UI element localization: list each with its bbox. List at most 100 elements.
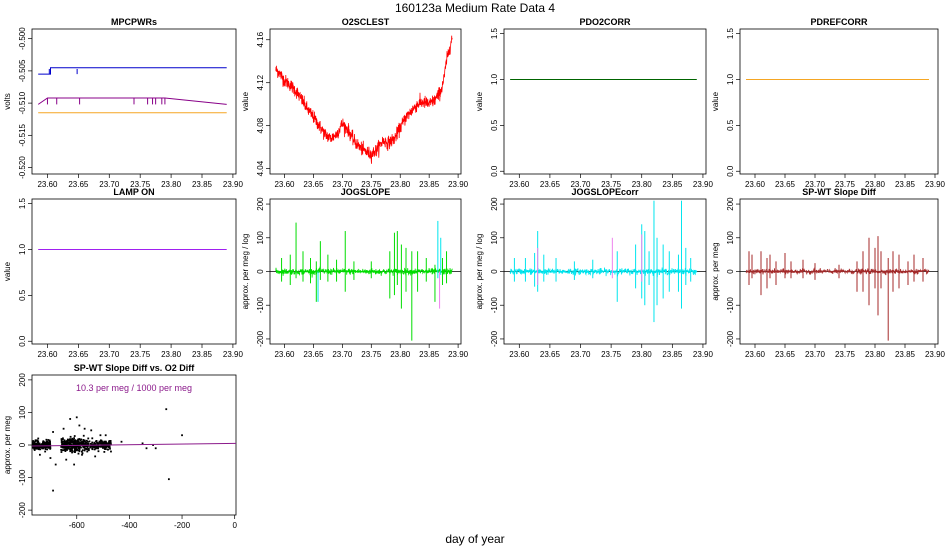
scatter-point (63, 446, 65, 448)
x-tick-label: 23.60 (274, 350, 295, 359)
y-tick-label: 0.5 (726, 119, 735, 131)
x-tick-label: 23.90 (693, 180, 714, 189)
scatter-point (79, 439, 82, 442)
scatter-point (120, 440, 123, 443)
scatter-point (65, 443, 68, 446)
scatter-point (102, 447, 104, 449)
y-tick-label: 0.0 (18, 335, 27, 347)
scatter-point (97, 447, 100, 450)
scatter-point (71, 449, 73, 452)
scatter-point (45, 440, 48, 443)
scatter-point (105, 448, 107, 450)
y-tick-label: -100 (256, 297, 265, 314)
scatter-point (36, 440, 39, 443)
scatter-point (47, 446, 50, 449)
y-tick-label: 100 (18, 405, 27, 419)
x-tick-label: 23.65 (540, 350, 561, 359)
scatter-point (109, 440, 112, 443)
scatter-point (38, 453, 41, 456)
x-tick-label: 23.85 (895, 350, 916, 359)
scatter-point (71, 437, 74, 440)
y-tick-label: -0.500 (18, 27, 27, 50)
scatter-point (76, 442, 79, 444)
x-tick-label: 23.80 (865, 180, 886, 189)
scatter-point (52, 431, 54, 433)
scatter-point (181, 434, 183, 437)
plot-frame (739, 28, 939, 175)
y-tick-label: 200 (18, 373, 27, 387)
scatter-point (70, 448, 73, 451)
y-tick-label: 0.0 (490, 165, 499, 177)
scatter-point (60, 451, 63, 453)
x-tick-label: 23.85 (192, 180, 213, 189)
x-tick-label: 23.65 (68, 350, 89, 359)
x-tick-label: 23.85 (662, 350, 683, 359)
scatter-point (91, 448, 94, 451)
x-tick-label: 23.80 (161, 180, 182, 189)
scatter-point (105, 446, 108, 448)
scatter-point (68, 439, 71, 441)
x-tick-label: -600 (69, 521, 86, 530)
scatter-point (61, 449, 63, 452)
y-axis-label: value (711, 91, 720, 111)
scatter-point (60, 448, 63, 451)
scatter-point (154, 447, 157, 450)
y-tick-label: -0.505 (18, 59, 27, 82)
y-axis-label: approx. per meg / log (241, 234, 250, 310)
scatter-point (99, 439, 102, 442)
scatter-point (107, 442, 109, 445)
scatter-point (87, 437, 90, 440)
y-tick-label: 100 (490, 231, 499, 245)
scatter-point (49, 457, 52, 459)
panel-5: LAMP ON 23.60 23.65 23.70 23.75 23.80 23.85 23.… (3, 187, 243, 359)
x-tick-label: 23.65 (68, 180, 89, 189)
y-axis-label: value (241, 91, 250, 111)
plot-frame (31, 28, 237, 175)
scatter-point (38, 446, 41, 449)
panel-title: JOGSLOPEcorr (571, 187, 639, 197)
scatter-point (84, 444, 87, 447)
y-tick-label: 100 (726, 231, 735, 245)
scatter-point (49, 445, 52, 448)
scatter-point (65, 458, 68, 461)
panel-4: PDREFCORR 23.60 23.65 23.70 23.75 23.80 23.85 2… (711, 17, 946, 189)
scatter-point (36, 447, 39, 449)
scatter-point (72, 443, 75, 446)
scatter-point (87, 449, 90, 452)
panel-9: SP-WT Slope Diff vs. O2 Diff -600 -400 -200… (3, 363, 237, 530)
scatter-point (89, 446, 92, 449)
scatter-point (108, 446, 111, 449)
y-tick-label: 4.16 (256, 31, 265, 47)
scatter-point (62, 443, 65, 445)
scatter-point (105, 442, 108, 445)
scatter-point (77, 449, 79, 452)
scatter-point (34, 446, 37, 449)
page-title: 160123a Medium Rate Data 4 (395, 1, 555, 15)
x-tick-label: 23.80 (632, 180, 653, 189)
scatter-point (62, 440, 65, 443)
x-tick-label: 23.60 (509, 180, 530, 189)
plot-area (37, 67, 227, 114)
scatter-point (97, 450, 100, 453)
x-tick-label: 23.80 (865, 350, 886, 359)
x-tick-label: -400 (121, 521, 138, 530)
x-tick-label: 23.65 (303, 180, 324, 189)
scatter-point (80, 442, 82, 445)
y-tick-label: 4.04 (256, 160, 265, 176)
scatter-point (66, 442, 68, 444)
scatter-point (95, 446, 98, 449)
scatter-point (81, 443, 84, 446)
scatter-point (72, 445, 75, 447)
scatter-point (78, 443, 80, 445)
x-tick-label: 23.75 (361, 350, 382, 359)
scatter-point (42, 440, 45, 443)
scatter-point (73, 437, 75, 440)
y-axis-label: approx. per meg / log (475, 234, 484, 310)
panel-title: PDREFCORR (810, 17, 868, 27)
scatter-point (165, 408, 168, 411)
x-tick-label: 23.90 (448, 350, 469, 359)
scatter-point (62, 446, 65, 449)
scatter-point (86, 446, 89, 449)
y-tick-label: -0.515 (18, 123, 27, 146)
